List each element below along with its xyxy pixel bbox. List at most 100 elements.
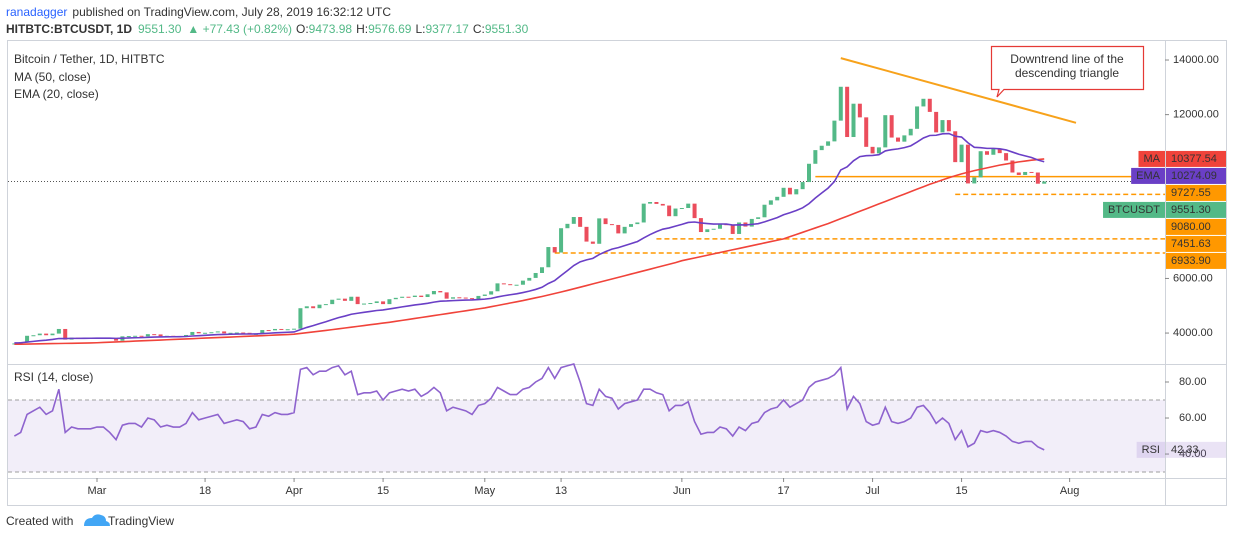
candle xyxy=(1016,172,1021,175)
ohlc-value: 9551.30 xyxy=(485,22,529,36)
candle xyxy=(368,303,373,305)
x-tick-label: Jul xyxy=(866,485,880,497)
ohlc-value: 9576.69 xyxy=(368,22,412,36)
change: ▲ +77.43 (+0.82%) xyxy=(187,22,292,36)
candle xyxy=(527,277,532,281)
badge-name-box xyxy=(1131,167,1165,184)
candle xyxy=(196,331,201,334)
candle xyxy=(915,106,920,129)
candle xyxy=(597,218,602,244)
candle xyxy=(603,218,608,225)
candle xyxy=(838,86,843,121)
candle xyxy=(540,267,544,273)
candle xyxy=(902,135,907,142)
candle xyxy=(679,208,684,210)
candle xyxy=(279,328,284,330)
candle xyxy=(756,217,761,219)
candle xyxy=(126,336,131,338)
ohlc-key: O: xyxy=(296,22,309,36)
candle xyxy=(635,222,640,225)
candle xyxy=(482,294,487,296)
x-tick-label: Aug xyxy=(1060,485,1080,497)
candle xyxy=(946,120,951,132)
symbol: HITBTC:BTCUSDT, 1D xyxy=(6,22,132,36)
x-tick-label: 17 xyxy=(777,485,789,497)
candle xyxy=(851,103,856,138)
candle xyxy=(406,296,411,298)
footer-brand: TradingView xyxy=(108,514,174,528)
ohlc-value: 9473.98 xyxy=(309,22,353,36)
legend-item: EMA (20, close) xyxy=(14,87,99,101)
candle xyxy=(648,201,653,204)
annotation: Downtrend line of the descending triangl… xyxy=(990,45,1145,98)
candle xyxy=(590,241,595,244)
candle xyxy=(457,297,462,299)
candle xyxy=(412,295,417,298)
candle xyxy=(476,295,481,300)
candle xyxy=(145,334,150,337)
candle xyxy=(857,103,862,118)
rsi-tick-label: 60.00 xyxy=(1179,412,1207,424)
candle xyxy=(794,189,799,195)
candle xyxy=(654,201,659,204)
candle xyxy=(686,203,691,209)
candle xyxy=(311,306,316,309)
badge-name-box xyxy=(1138,150,1165,167)
candle xyxy=(393,297,398,300)
candle xyxy=(292,328,297,330)
legend-item: MA (50, close) xyxy=(14,70,91,84)
candle xyxy=(266,330,271,332)
candle xyxy=(876,147,881,154)
candle xyxy=(622,226,627,234)
candle xyxy=(508,284,513,286)
candle xyxy=(533,272,538,278)
badge-name: BTCUSDT xyxy=(1108,204,1160,216)
y-tick-label: 6000.00 xyxy=(1173,272,1213,284)
x-tick-label: 13 xyxy=(555,485,567,497)
candle xyxy=(578,217,583,227)
candle xyxy=(44,333,49,336)
candle xyxy=(889,115,894,138)
candle xyxy=(50,333,55,336)
price-badge xyxy=(1166,150,1226,167)
candle xyxy=(1010,160,1015,173)
candle xyxy=(832,120,837,142)
candle xyxy=(552,247,557,253)
candle xyxy=(807,163,811,183)
candle xyxy=(711,228,716,230)
candle xyxy=(362,303,366,305)
candle xyxy=(959,144,964,163)
candle xyxy=(787,187,792,195)
candle xyxy=(444,292,449,299)
candle xyxy=(152,334,157,336)
candle xyxy=(463,297,468,299)
candle xyxy=(800,182,805,190)
candle xyxy=(228,332,233,334)
candle xyxy=(762,204,767,218)
candle xyxy=(63,328,68,340)
badge-name: RSI xyxy=(1142,444,1160,456)
rsi-line xyxy=(13,363,1045,451)
candle xyxy=(190,331,195,335)
candle xyxy=(546,247,551,268)
candle xyxy=(438,291,443,293)
candle xyxy=(273,328,277,331)
candle xyxy=(819,145,824,151)
candle xyxy=(349,296,354,301)
candle xyxy=(184,334,188,337)
candle xyxy=(641,203,646,223)
indicator-line xyxy=(14,158,1045,346)
last: 9551.30 xyxy=(138,22,182,36)
price-badge-value: 10274.09 xyxy=(1171,170,1217,182)
y-tick-label: 4000.00 xyxy=(1173,327,1213,339)
price-badge-value: 7451.63 xyxy=(1171,238,1211,250)
candle xyxy=(133,335,138,337)
candle xyxy=(470,298,475,300)
candle xyxy=(209,332,214,334)
candle xyxy=(737,222,742,234)
candle xyxy=(673,208,678,217)
candle xyxy=(559,228,564,253)
author: ranadagger xyxy=(6,5,67,19)
